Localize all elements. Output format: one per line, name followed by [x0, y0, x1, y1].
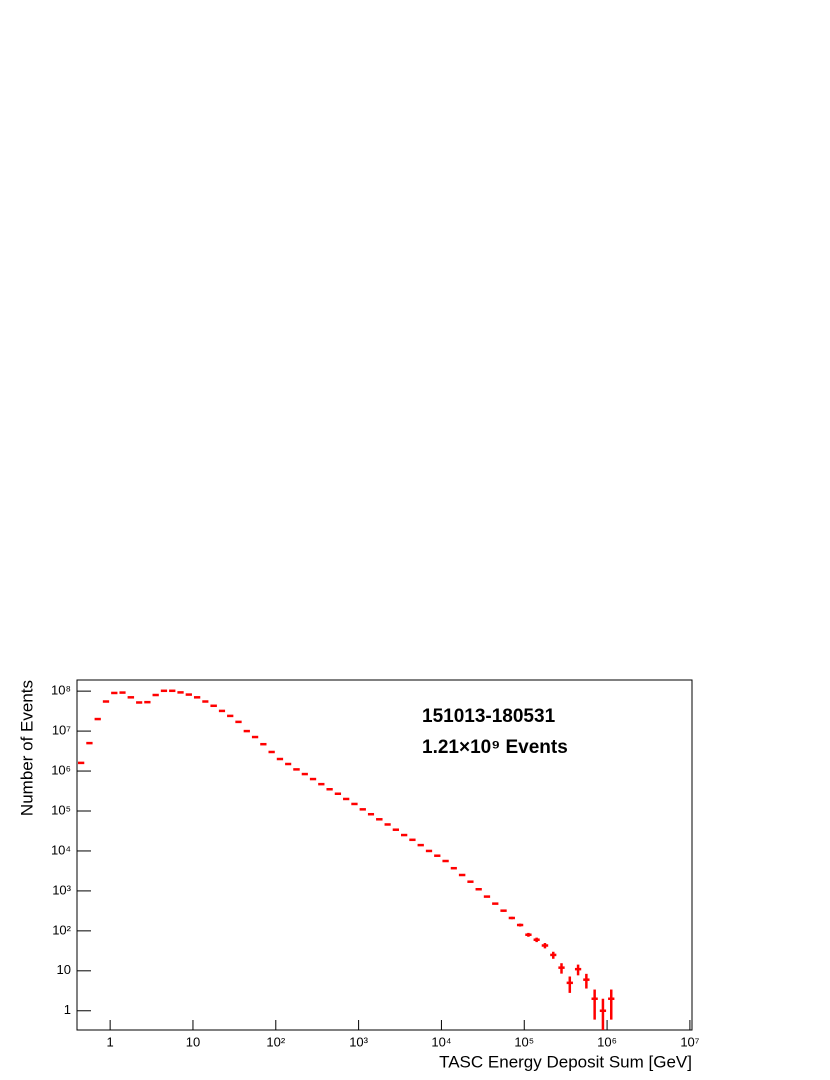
y-tick-label: 10⁷	[52, 723, 71, 738]
x-tick-label: 10³	[349, 1034, 368, 1049]
annotation: 151013-180531	[422, 706, 556, 727]
y-tick-label: 10⁵	[51, 802, 71, 817]
y-axis-label: Number of Events	[17, 680, 36, 816]
x-axis-label: TASC Energy Deposit Sum [GeV]	[439, 1052, 692, 1071]
y-tick-label: 10²	[52, 922, 71, 937]
y-tick-label: 10⁸	[51, 683, 71, 698]
y-tick-label: 10⁴	[51, 842, 71, 857]
x-tick-label: 10⁴	[431, 1034, 451, 1049]
annotation: 1.21×10⁹ Events	[422, 737, 568, 758]
y-tick-label: 10³	[52, 882, 71, 897]
x-tick-label: 10⁶	[597, 1034, 617, 1049]
y-tick-label: 1	[64, 1002, 71, 1017]
x-tick-label: 1	[107, 1034, 114, 1049]
plot-frame	[76, 679, 693, 1031]
y-tick-label: 10	[57, 962, 71, 977]
x-tick-label: 10⁵	[514, 1034, 534, 1049]
y-tick-label: 10⁶	[51, 762, 71, 777]
x-tick-label: 10⁷	[680, 1034, 699, 1049]
x-tick-label: 10²	[266, 1034, 285, 1049]
x-tick-label: 10	[186, 1034, 200, 1049]
